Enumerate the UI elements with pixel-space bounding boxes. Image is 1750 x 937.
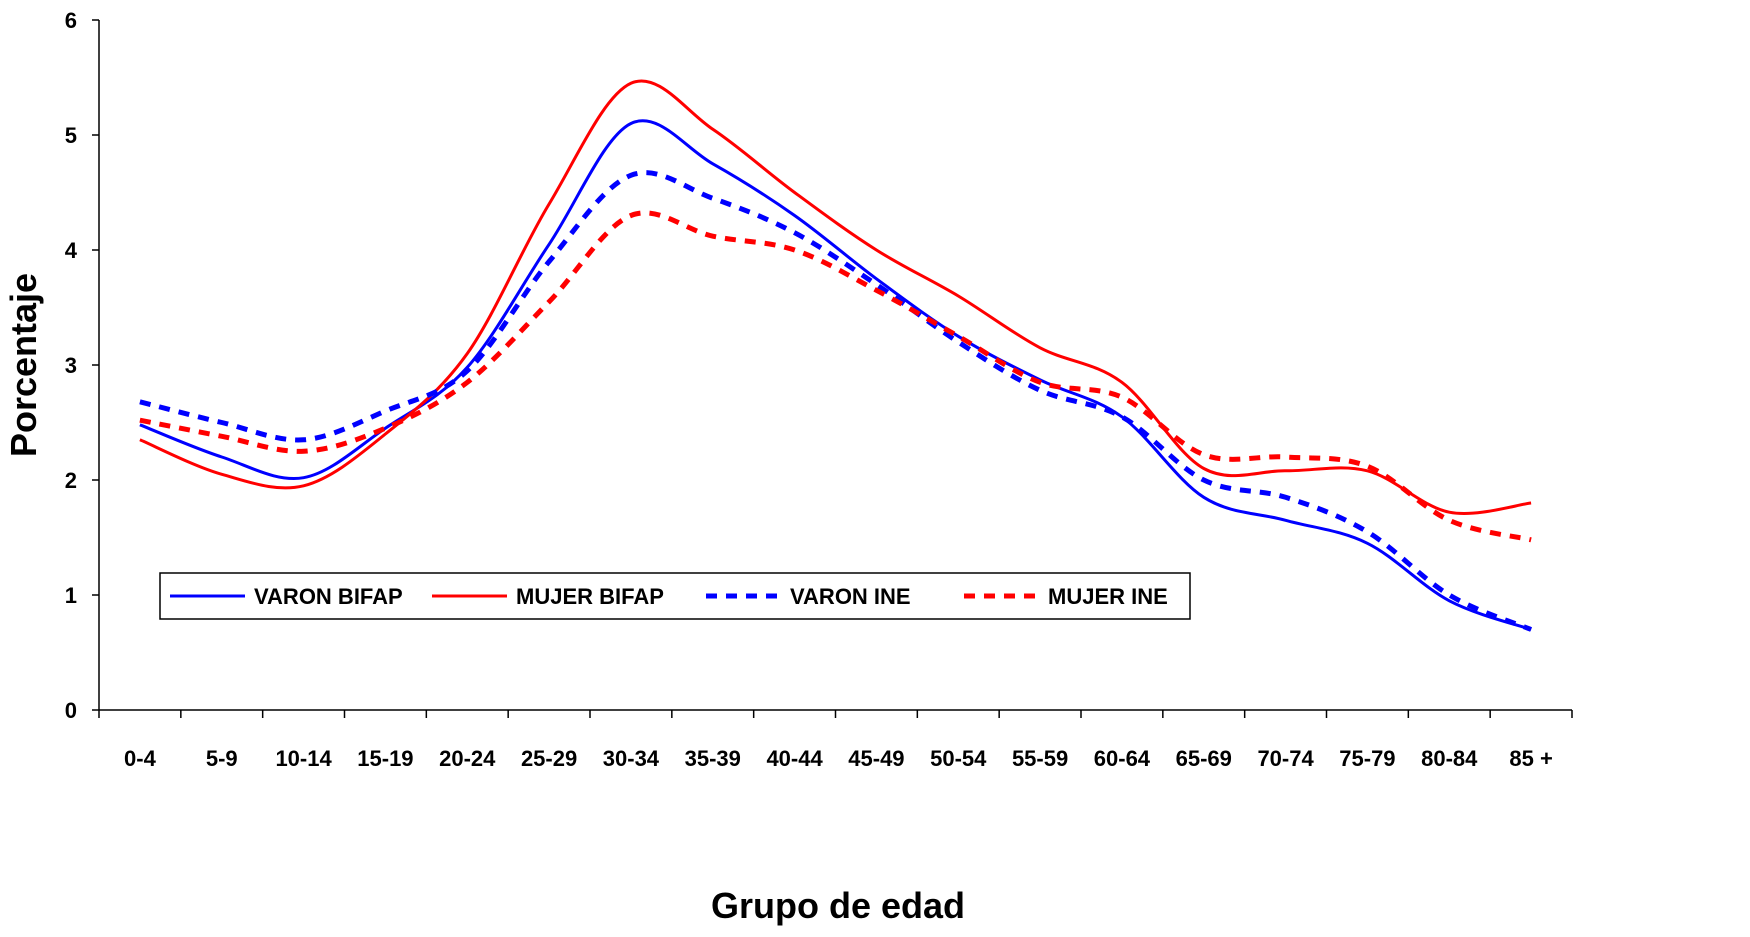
legend-label-mujer-bifap: MUJER BIFAP bbox=[516, 584, 664, 609]
x-tick-label: 50-54 bbox=[930, 746, 987, 771]
x-tick-label: 65-69 bbox=[1176, 746, 1232, 771]
y-tick-label: 0 bbox=[65, 698, 77, 723]
x-tick-label: 0-4 bbox=[124, 746, 157, 771]
x-tick-label: 35-39 bbox=[685, 746, 741, 771]
x-tick-label: 75-79 bbox=[1339, 746, 1395, 771]
y-tick-label: 5 bbox=[65, 123, 77, 148]
x-tick-label: 25-29 bbox=[521, 746, 577, 771]
legend-box bbox=[159, 572, 1191, 620]
y-tick-label: 2 bbox=[65, 468, 77, 493]
series-layer bbox=[139, 79, 1533, 632]
x-tick-label: 80-84 bbox=[1421, 746, 1478, 771]
x-tick-label: 5-9 bbox=[206, 746, 238, 771]
y-tick-label: 3 bbox=[65, 353, 77, 378]
series-line-varon-ine bbox=[139, 170, 1533, 632]
x-tick-label: 85 + bbox=[1509, 746, 1552, 771]
legend-label-mujer-ine: MUJER INE bbox=[1048, 584, 1168, 609]
x-tick-label: 40-44 bbox=[766, 746, 823, 771]
y-tick-label: 4 bbox=[65, 238, 78, 263]
x-tick-label: 70-74 bbox=[1257, 746, 1314, 771]
x-tick-label: 10-14 bbox=[275, 746, 332, 771]
x-tick-label: 60-64 bbox=[1094, 746, 1151, 771]
y-axis-title: Porcentaje bbox=[3, 273, 44, 457]
x-tick-label: 45-49 bbox=[848, 746, 904, 771]
y-tick-label: 6 bbox=[65, 8, 77, 33]
series-line-mujer-ine bbox=[139, 210, 1532, 543]
x-tick-label: 55-59 bbox=[1012, 746, 1068, 771]
x-tick-label: 15-19 bbox=[357, 746, 413, 771]
x-tick-label: 20-24 bbox=[439, 746, 496, 771]
legend-label-varon-bifap: VARON BIFAP bbox=[254, 584, 403, 609]
y-tick-label: 1 bbox=[65, 583, 77, 608]
legend: VARON BIFAP MUJER BIFAP VARON INE MUJER INE bbox=[159, 572, 1191, 620]
series-line-varon-bifap bbox=[139, 119, 1532, 631]
series-line-mujer-bifap bbox=[139, 79, 1532, 515]
legend-label-varon-ine: VARON INE bbox=[790, 584, 911, 609]
x-tick-label: 30-34 bbox=[603, 746, 660, 771]
axes: 0 1 2 3 4 5 6 0-4 5-9 10-14 15-19 20-24 25-29 30-34 35… bbox=[65, 8, 1573, 771]
x-axis-title: Grupo de edad bbox=[711, 885, 965, 926]
